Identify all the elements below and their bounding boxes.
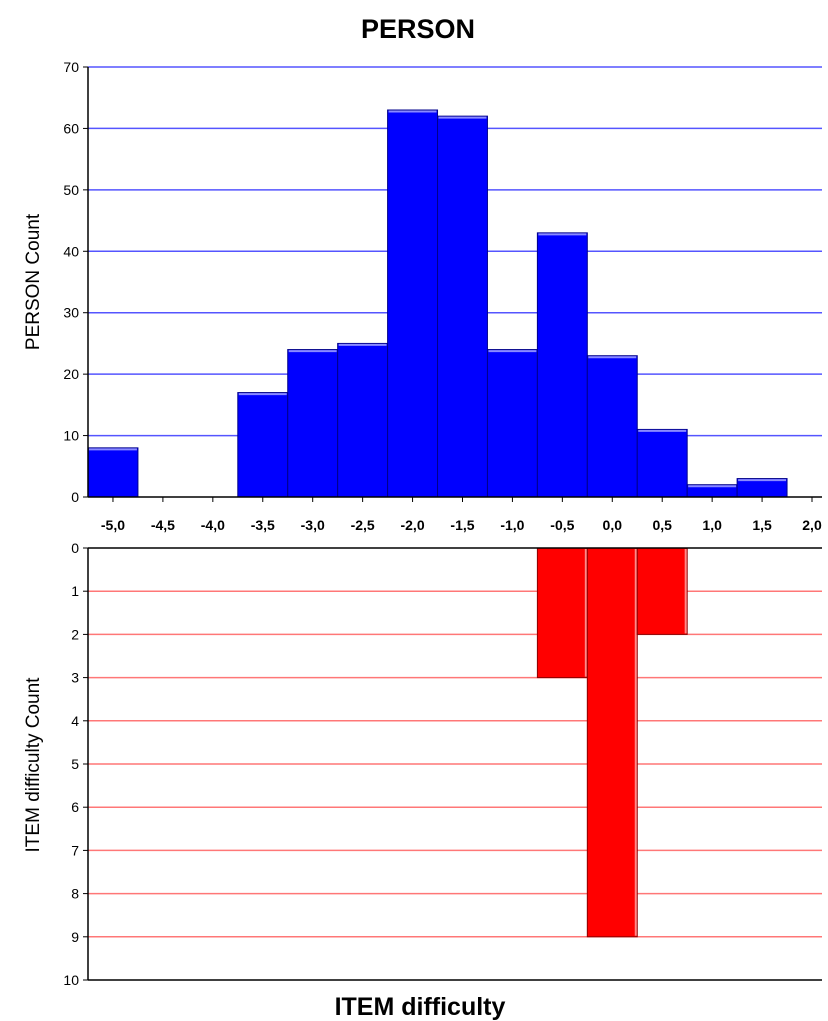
- item-bar: [586, 547, 638, 938]
- chart-title: PERSON: [361, 14, 475, 44]
- person-bar: [237, 392, 289, 498]
- x-axis-title: ITEM difficulty: [335, 993, 506, 1021]
- bottom-y-tick-label: 1: [71, 583, 79, 599]
- person-bar: [586, 355, 638, 498]
- top-y-tick-label: 10: [63, 428, 79, 444]
- top-y-tick-label: 30: [63, 305, 79, 321]
- x-tick-label: -4,0: [201, 517, 225, 533]
- item-bar: [536, 547, 588, 679]
- top-y-tick-label: 20: [63, 366, 79, 382]
- top-y-tick-label: 50: [63, 182, 79, 198]
- person-bar: [486, 349, 538, 498]
- person-bar: [337, 342, 389, 498]
- bottom-y-tick-label: 10: [63, 972, 79, 988]
- x-tick-label: 2,0: [802, 517, 822, 533]
- person-bar: [736, 478, 788, 498]
- person-bar: [437, 115, 488, 498]
- x-tick-label: -5,0: [101, 517, 125, 533]
- bottom-grid: [88, 590, 822, 938]
- bottom-y-tick-label: 9: [71, 929, 79, 945]
- x-tick-label: 0,5: [652, 517, 672, 533]
- person-bar: [636, 428, 688, 498]
- bottom-y-tick-label: 3: [71, 670, 79, 686]
- x-tick-label: -2,0: [400, 517, 424, 533]
- x-tick-label: -1,5: [450, 517, 474, 533]
- item-bar: [636, 547, 688, 635]
- person-bar: [287, 349, 339, 498]
- top-axes: [87, 67, 822, 498]
- x-tick-label: -3,0: [301, 517, 325, 533]
- top-y-tick-label: 0: [71, 489, 79, 505]
- person-histogram-bars: [87, 109, 788, 498]
- x-tick-label: -3,5: [251, 517, 275, 533]
- bottom-y-tick-label: 6: [71, 799, 79, 815]
- bottom-y-tick-label: 8: [71, 886, 79, 902]
- bottom-y-ticks: 0 1 2 3 4 5 6 7 8 9 10: [63, 540, 88, 988]
- x-tick-label: -0,5: [550, 517, 574, 533]
- top-y-axis-title: PERSON Count: [23, 213, 44, 350]
- x-ticks: -5,0 -4,5 -4,0 -3,5 -3,0 -2,5 -2,0 -1,5 -1,0 -0,5…: [101, 497, 822, 533]
- x-tick-label: 0,0: [603, 517, 623, 533]
- x-tick-label: -1,0: [500, 517, 524, 533]
- bottom-y-tick-label: 7: [71, 842, 79, 858]
- item-histogram-bars: [536, 547, 688, 938]
- top-y-tick-label: 60: [63, 120, 79, 136]
- bottom-y-axis-title: ITEM difficulty Count: [23, 677, 44, 853]
- bottom-y-tick-label: 4: [71, 713, 79, 729]
- x-tick-label: 1,5: [752, 517, 772, 533]
- bottom-y-tick-label: 2: [71, 626, 79, 642]
- top-y-tick-label: 40: [63, 243, 79, 259]
- x-tick-label: -2,5: [351, 517, 375, 533]
- x-tick-label: -4,5: [151, 517, 175, 533]
- x-tick-label: 1,0: [702, 517, 722, 533]
- person-bar: [536, 232, 588, 498]
- bottom-y-tick-label: 0: [71, 540, 79, 556]
- person-bar: [87, 447, 139, 498]
- person-bar: [387, 109, 439, 498]
- bottom-y-tick-label: 5: [71, 756, 79, 772]
- top-y-tick-label: 70: [63, 59, 79, 75]
- top-y-ticks: 0 10 20 30 40 50 60 70: [63, 59, 88, 505]
